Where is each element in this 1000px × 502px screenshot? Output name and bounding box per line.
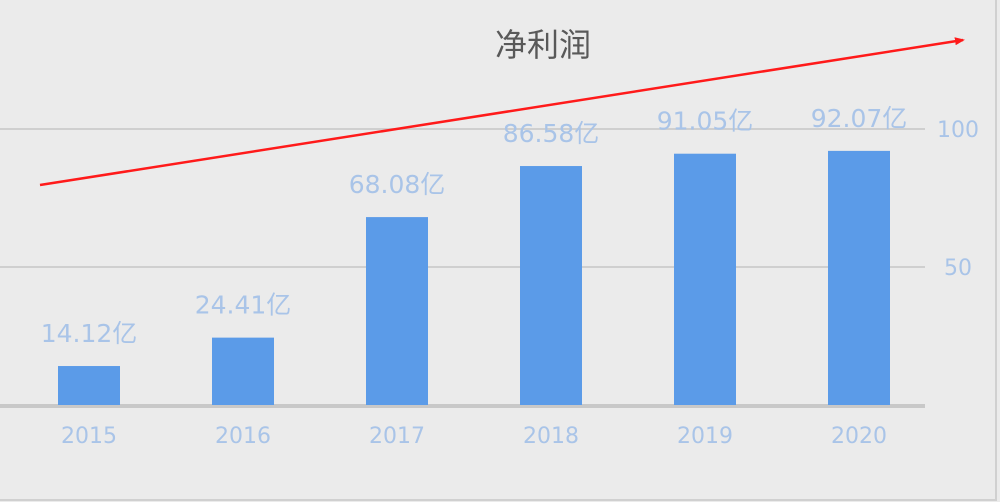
x-tick-label-2015: 2015: [61, 424, 117, 449]
trend-arrow: [39, 37, 965, 187]
data-label-2018: 86.58亿: [503, 119, 600, 148]
bar-2019: [674, 153, 736, 405]
bar-2016: [212, 337, 274, 405]
y-tick-label: 100: [937, 118, 979, 143]
data-label-2020: 92.07亿: [811, 104, 908, 133]
y-tick-label: 50: [944, 256, 972, 281]
x-tick-label-2019: 2019: [677, 424, 733, 449]
bar-2020: [828, 150, 890, 405]
data-label-2017: 68.08亿: [349, 170, 446, 199]
bar-2018: [520, 166, 582, 405]
x-tick-label-2016: 2016: [215, 424, 271, 449]
bar-2017: [366, 217, 428, 405]
data-label-2015: 14.12亿: [41, 319, 138, 348]
x-tick-label-2020: 2020: [831, 424, 887, 449]
data-label-2019: 91.05亿: [657, 107, 754, 136]
data-label-2016: 24.41亿: [195, 291, 292, 320]
bar-2015: [58, 366, 120, 405]
x-tick-label-2017: 2017: [369, 424, 425, 449]
chart-title: 净利润: [495, 26, 591, 64]
x-tick-label-2018: 2018: [523, 424, 579, 449]
